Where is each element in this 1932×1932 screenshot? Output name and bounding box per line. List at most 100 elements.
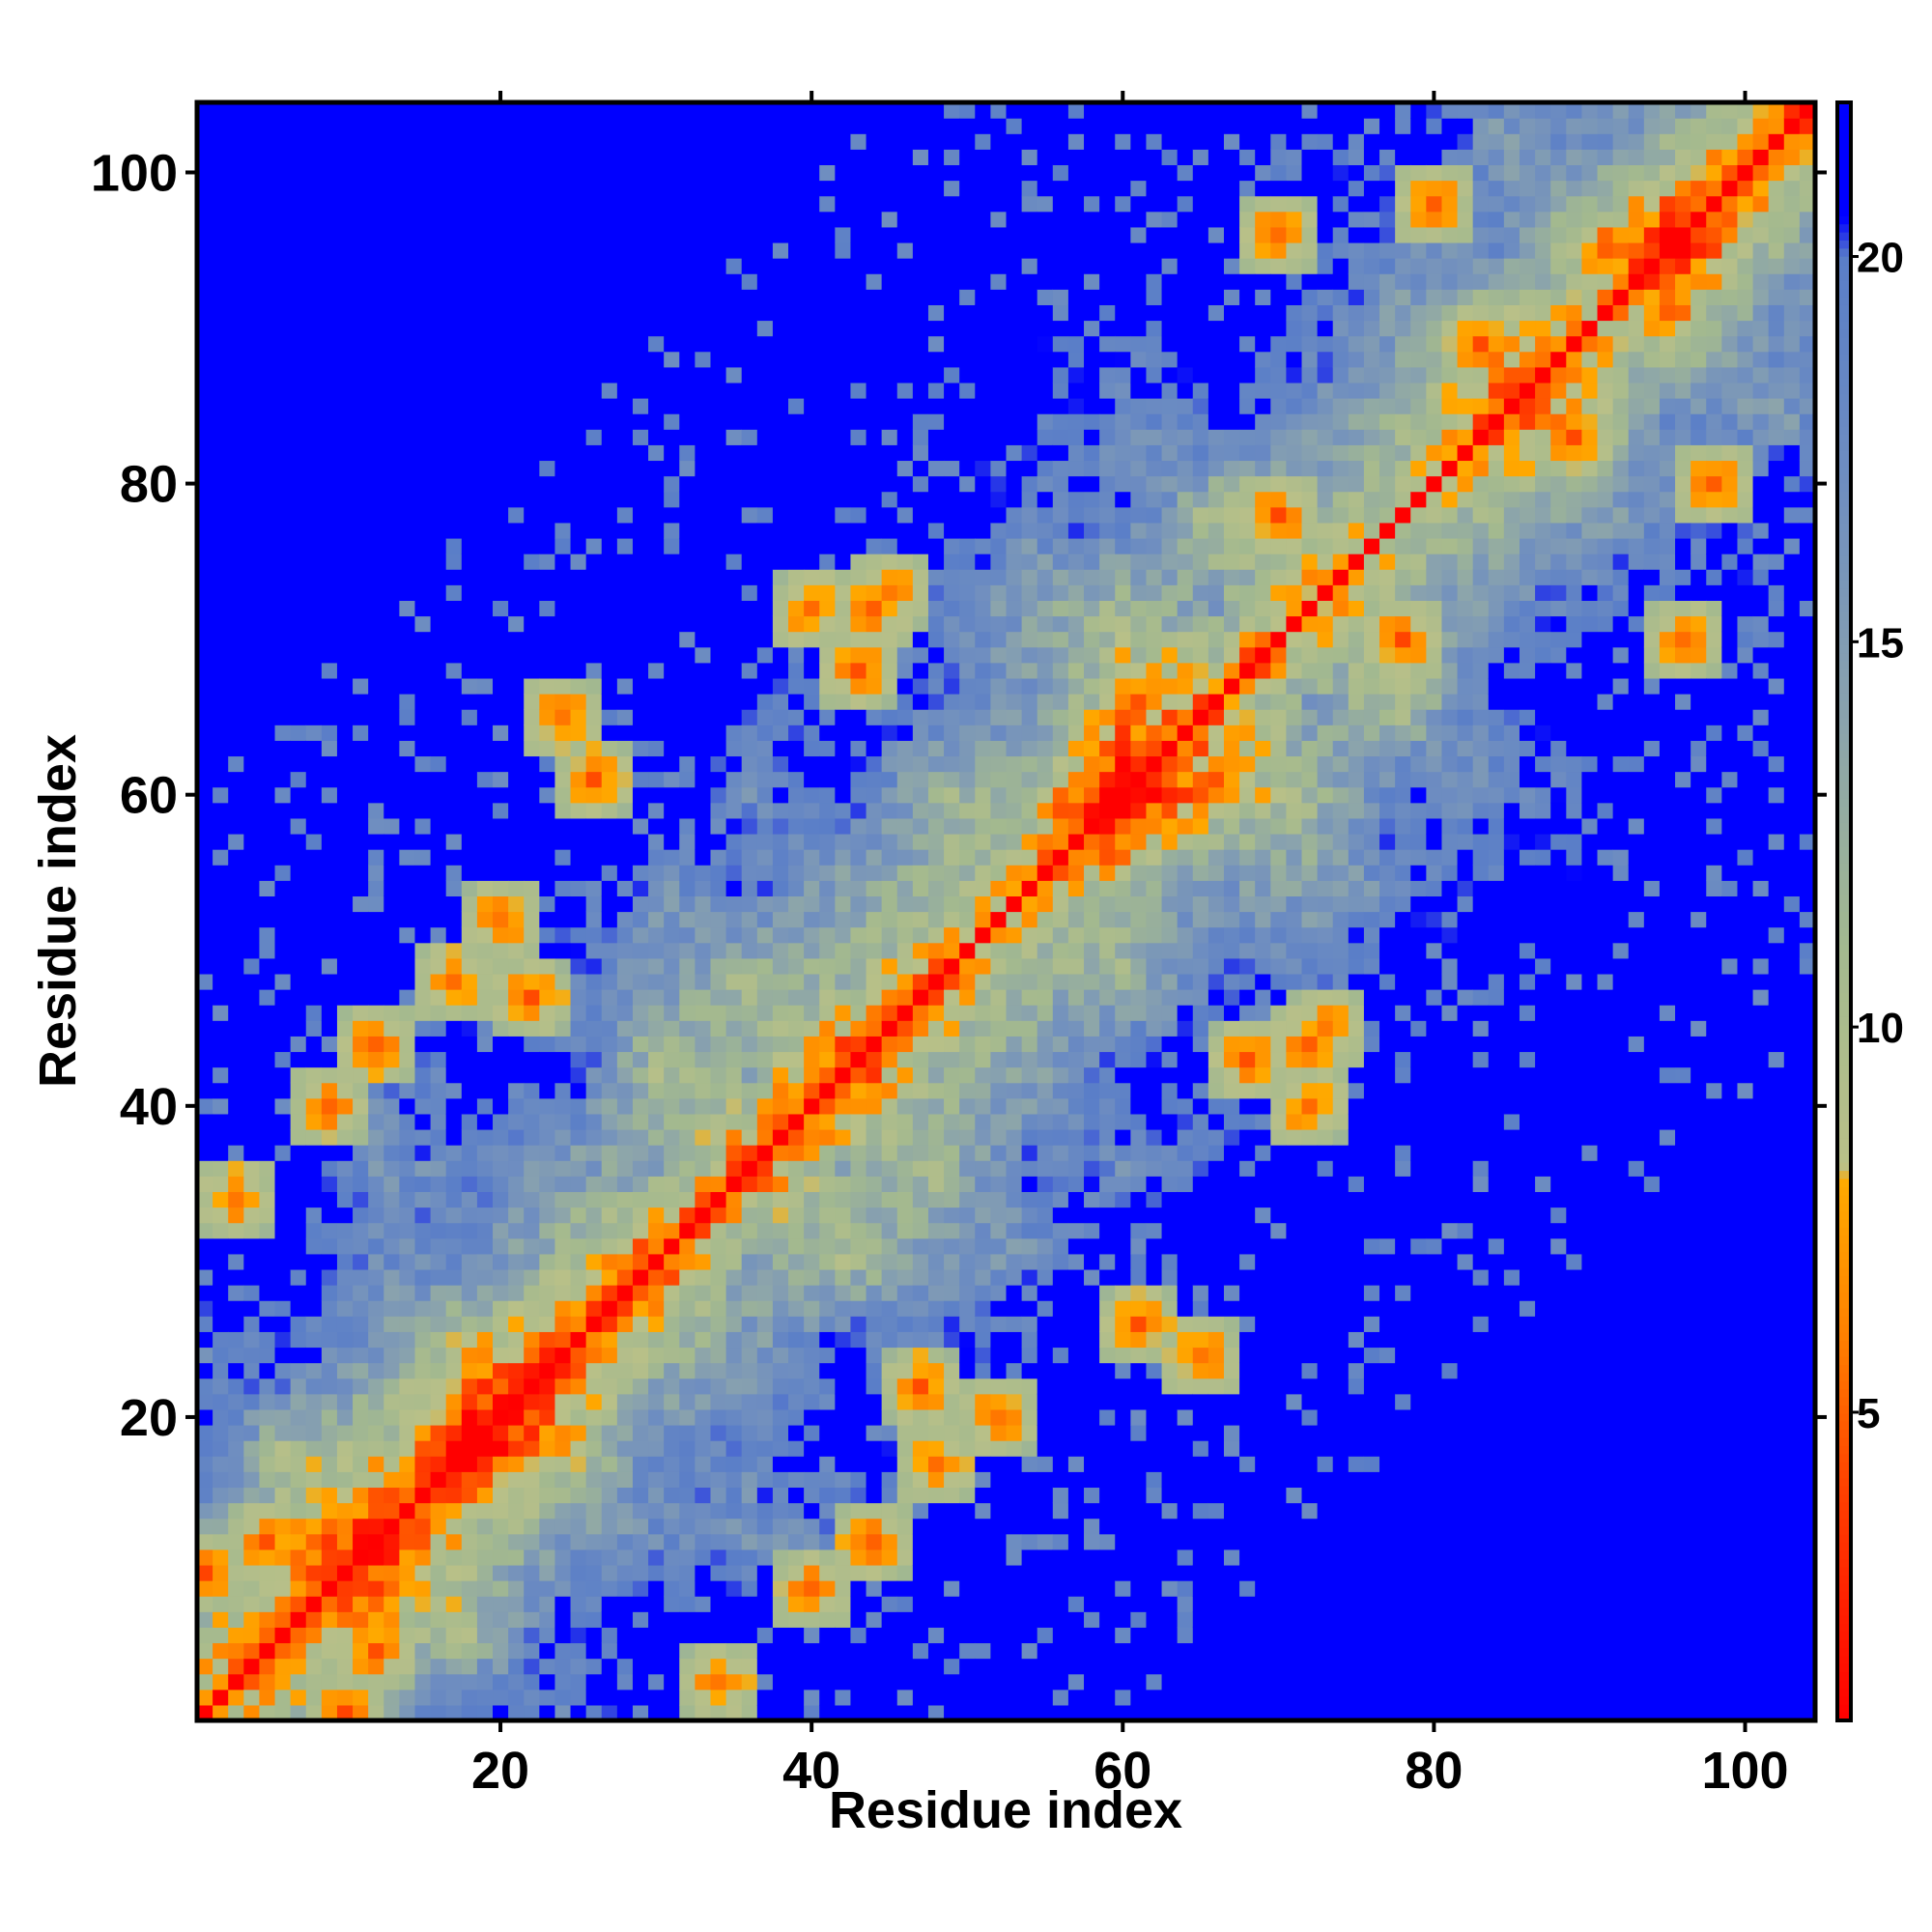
heatmap-cell bbox=[461, 1518, 478, 1535]
heatmap-cell bbox=[336, 1222, 354, 1239]
heatmap-cell bbox=[772, 1005, 789, 1021]
heatmap-cell bbox=[368, 211, 384, 228]
heatmap-cell bbox=[476, 522, 494, 539]
heatmap-cell bbox=[368, 1176, 384, 1193]
heatmap-cell bbox=[213, 849, 229, 866]
heatmap-cell bbox=[616, 865, 634, 881]
heatmap-cell bbox=[259, 1347, 276, 1364]
heatmap-cell bbox=[430, 1300, 447, 1317]
heatmap-cell bbox=[524, 600, 540, 617]
heatmap-cell bbox=[725, 149, 743, 166]
heatmap-cell bbox=[476, 242, 494, 259]
heatmap-cell bbox=[616, 1424, 634, 1441]
heatmap-cell bbox=[336, 569, 354, 585]
heatmap-cell bbox=[570, 522, 587, 539]
heatmap-cell bbox=[772, 351, 789, 368]
heatmap-cell bbox=[539, 1393, 556, 1410]
heatmap-cell bbox=[461, 724, 478, 741]
heatmap-cell bbox=[881, 149, 898, 166]
heatmap-cell bbox=[461, 1191, 478, 1208]
heatmap-cell bbox=[554, 118, 572, 134]
heatmap-cell bbox=[585, 1564, 603, 1581]
heatmap-cell bbox=[445, 865, 463, 881]
heatmap-cell bbox=[321, 1005, 338, 1021]
heatmap-cell bbox=[772, 880, 789, 896]
heatmap-cell bbox=[695, 631, 712, 648]
heatmap-cell bbox=[524, 398, 540, 414]
heatmap-cell bbox=[414, 1440, 432, 1457]
heatmap-cell bbox=[912, 1237, 929, 1255]
heatmap-cell bbox=[756, 1207, 774, 1224]
heatmap-cell bbox=[305, 1518, 323, 1535]
heatmap-cell bbox=[305, 444, 323, 462]
heatmap-cell bbox=[493, 1036, 509, 1053]
heatmap-cell bbox=[772, 957, 789, 975]
heatmap-cell bbox=[835, 1097, 852, 1115]
heatmap-cell bbox=[772, 817, 789, 835]
heatmap-cell bbox=[695, 1408, 712, 1426]
heatmap-cell bbox=[648, 849, 665, 866]
heatmap-cell bbox=[305, 1393, 323, 1410]
heatmap-cell bbox=[664, 849, 680, 866]
heatmap-cell bbox=[290, 335, 307, 353]
heatmap-cell bbox=[648, 833, 665, 850]
heatmap-cell bbox=[461, 957, 478, 975]
heatmap-cell bbox=[461, 1145, 478, 1161]
heatmap-cell bbox=[399, 1518, 416, 1535]
heatmap-cell bbox=[850, 880, 867, 896]
heatmap-cell bbox=[741, 522, 758, 539]
heatmap-cell bbox=[336, 833, 354, 850]
heatmap-cell bbox=[368, 149, 384, 166]
heatmap-cell bbox=[881, 1611, 898, 1628]
heatmap-cell bbox=[648, 1253, 665, 1270]
heatmap-cell bbox=[290, 817, 307, 835]
heatmap-cell bbox=[927, 1051, 945, 1068]
heatmap-cell bbox=[896, 1611, 914, 1628]
heatmap-cell bbox=[772, 444, 789, 462]
heatmap-cell bbox=[336, 1596, 354, 1612]
heatmap-cell bbox=[197, 989, 213, 1006]
heatmap-cell bbox=[804, 1285, 820, 1301]
heatmap-cell bbox=[912, 1471, 929, 1489]
heatmap-cell bbox=[228, 709, 244, 725]
heatmap-cell bbox=[912, 195, 929, 213]
heatmap-cell bbox=[710, 258, 727, 274]
heatmap-cell bbox=[835, 1082, 852, 1099]
heatmap-cell bbox=[866, 615, 883, 633]
heatmap-cell bbox=[384, 694, 400, 710]
heatmap-cell bbox=[353, 973, 369, 990]
heatmap-cell bbox=[710, 771, 727, 788]
heatmap-cell bbox=[616, 1408, 634, 1426]
heatmap-cell bbox=[616, 1627, 634, 1644]
heatmap-cell bbox=[741, 1533, 758, 1550]
heatmap-cell bbox=[756, 1502, 774, 1520]
heatmap-cell bbox=[725, 304, 743, 322]
heatmap-cell bbox=[321, 1347, 338, 1364]
heatmap-cell bbox=[585, 677, 603, 695]
heatmap-cell bbox=[570, 1440, 587, 1457]
heatmap-cell bbox=[305, 957, 323, 975]
heatmap-cell bbox=[927, 1097, 945, 1115]
heatmap-cell bbox=[616, 1207, 634, 1224]
heatmap-cell bbox=[695, 226, 712, 243]
heatmap-cell bbox=[741, 786, 758, 804]
heatmap-cell bbox=[585, 755, 603, 773]
heatmap-cell bbox=[290, 1580, 307, 1597]
heatmap-cell bbox=[259, 1331, 276, 1349]
heatmap-cell bbox=[616, 491, 634, 508]
heatmap-cell bbox=[228, 133, 244, 150]
heatmap-cell bbox=[927, 320, 945, 337]
heatmap-cell bbox=[197, 1424, 213, 1441]
heatmap-cell bbox=[353, 1036, 369, 1053]
heatmap-cell bbox=[756, 740, 774, 757]
heatmap-cell bbox=[461, 444, 478, 462]
heatmap-cell bbox=[912, 1191, 929, 1208]
heatmap-cell bbox=[927, 771, 945, 788]
heatmap-cell bbox=[648, 211, 665, 228]
heatmap-cell bbox=[648, 771, 665, 788]
heatmap-cell bbox=[554, 304, 572, 322]
heatmap-cell bbox=[493, 1207, 509, 1224]
heatmap-cell bbox=[632, 724, 649, 741]
heatmap-cell bbox=[476, 709, 494, 725]
heatmap-cell bbox=[819, 1145, 836, 1161]
